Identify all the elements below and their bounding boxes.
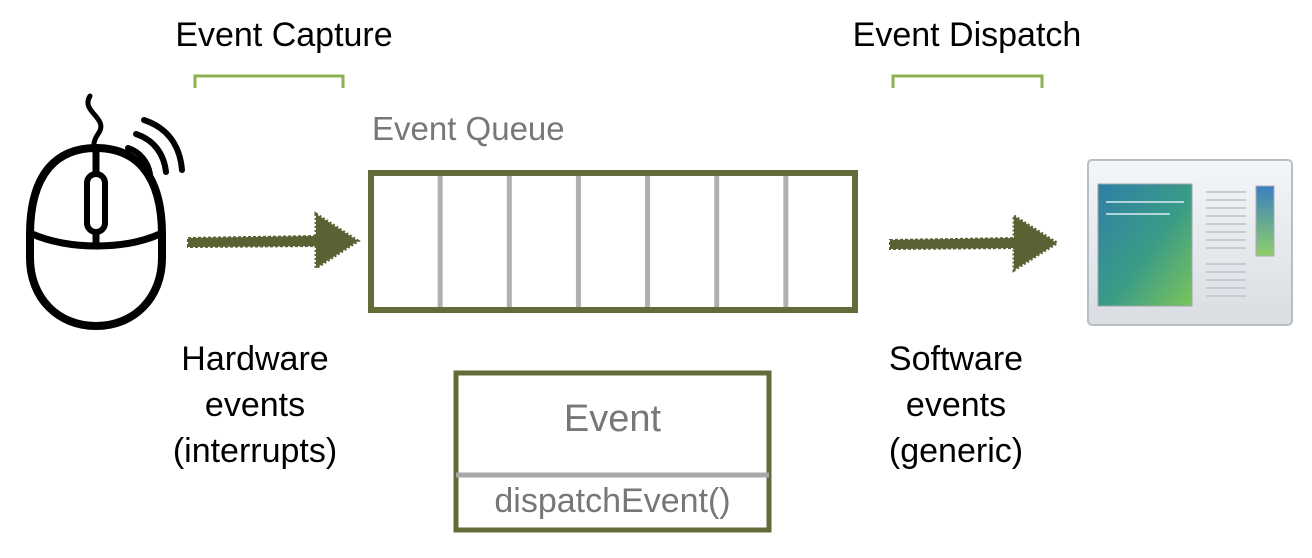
hardware-line-2: events [204, 386, 306, 424]
event-queue-box [368, 170, 858, 313]
software-line-2: events [905, 386, 1007, 424]
event-class-method: dispatchEvent() [494, 482, 731, 520]
event-dispatch-label: Event Dispatch [852, 16, 1082, 54]
dispatch-bracket [891, 74, 1044, 88]
software-line-3: (generic) [888, 432, 1024, 470]
hardware-line-1: Hardware [181, 340, 329, 378]
event-capture-label: Event Capture [175, 16, 393, 54]
software-line-1: Software [888, 340, 1024, 378]
queue-slots [437, 176, 789, 307]
hardware-events-label: Hardware events (interrupts) [150, 336, 360, 474]
dispatch-arrow [889, 213, 1060, 273]
event-class-name: Event [563, 398, 662, 440]
mouse-icon [26, 93, 185, 331]
capture-arrow [187, 211, 361, 271]
capture-bracket [193, 74, 345, 88]
application-window-icon [1087, 159, 1293, 326]
event-queue-title: Event Queue [372, 110, 565, 147]
event-class-box [453, 370, 772, 533]
software-events-label: Software events (generic) [856, 336, 1056, 474]
hardware-line-3: (interrupts) [172, 432, 338, 470]
